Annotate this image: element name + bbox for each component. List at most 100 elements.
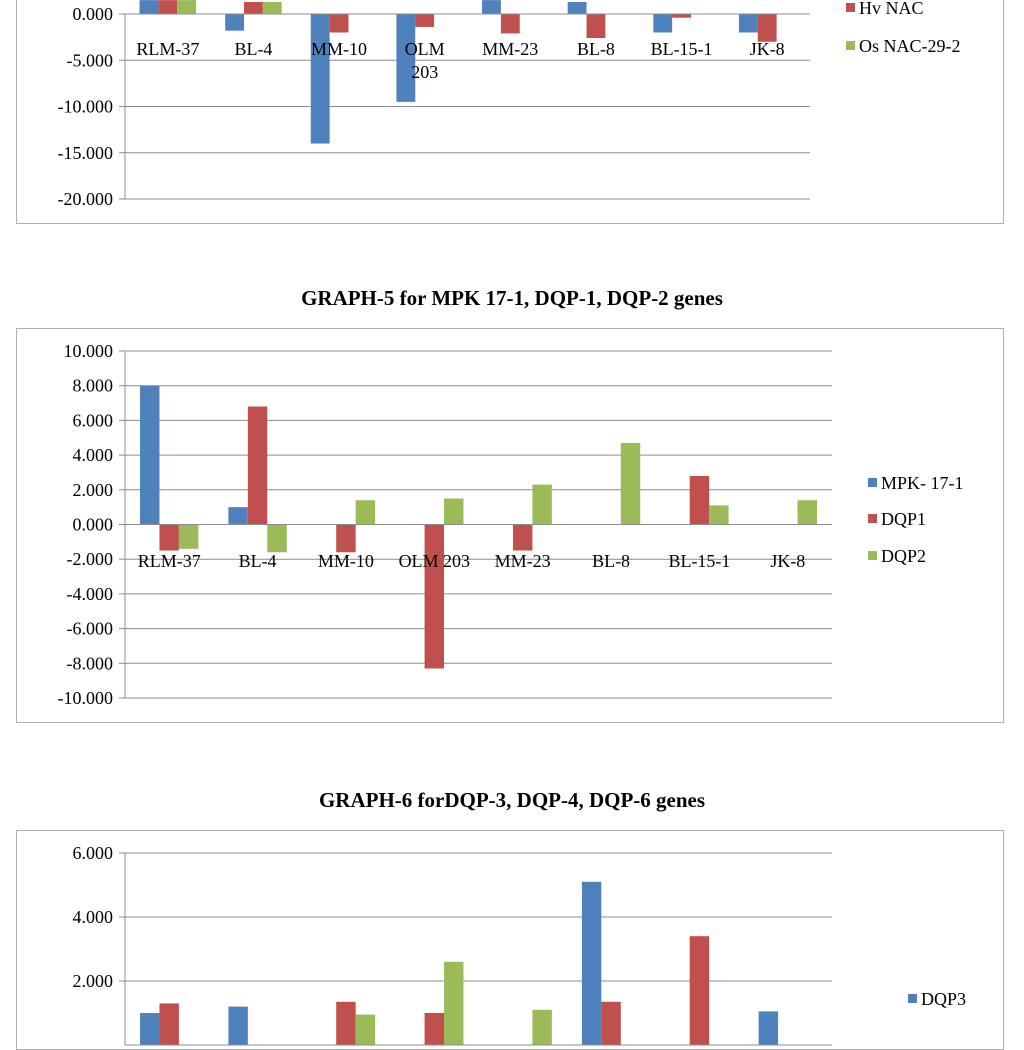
bar	[262, 1, 282, 14]
bar	[567, 1, 587, 14]
legend-label: DQP1	[881, 509, 926, 529]
category-label: RLM-37	[138, 551, 201, 571]
chart-title-3: GRAPH-6 forDQP-3, DQP-4, DQP-6 genes	[318, 788, 706, 812]
bar	[444, 498, 464, 525]
category-label: JK-8	[750, 39, 785, 59]
y-tick-label: -8.000	[67, 653, 114, 673]
bar	[355, 1014, 376, 1045]
bar	[336, 524, 356, 553]
chart-1: 0.000 -5.000 -10.000 -15.000 -20.000 RLM-37 BL…	[58, 0, 961, 209]
legend-swatch	[846, 41, 855, 50]
y-tick-label: -15.000	[58, 143, 114, 163]
bar	[140, 1013, 160, 1045]
legend-label: DQP2	[881, 546, 926, 566]
bar	[225, 14, 245, 31]
category-label-line-2: 203	[411, 62, 438, 82]
bar	[444, 961, 464, 1045]
y-tick-label: 0.000	[73, 515, 114, 535]
bar	[797, 500, 817, 525]
category-label: JK-8	[770, 551, 805, 571]
legend-label: Hv NAC	[859, 0, 924, 18]
bar	[355, 500, 376, 525]
category-label: BL-4	[234, 39, 272, 59]
category-label: OLM	[405, 39, 445, 59]
bar	[709, 505, 729, 525]
bar	[689, 475, 710, 525]
legend-label: MPK- 17-1	[881, 473, 964, 493]
category-label: BL-4	[239, 551, 277, 571]
legend-swatch	[846, 3, 855, 12]
category-label: OLM 203	[399, 551, 471, 571]
bar	[758, 1011, 779, 1045]
bar	[140, 385, 160, 525]
y-tick-label: -10.000	[58, 97, 114, 117]
legend-swatch	[868, 478, 877, 487]
category-label: MM-10	[318, 551, 374, 571]
y-tick-label: 8.000	[73, 376, 114, 396]
bar	[177, 0, 197, 14]
category-label: BL-15-1	[651, 39, 713, 59]
category-label: MM-23	[482, 39, 538, 59]
bar	[532, 1009, 552, 1045]
y-tick-label: -5.000	[67, 50, 114, 70]
category-label: BL-15-1	[668, 551, 730, 571]
bar	[159, 1003, 179, 1045]
y-tick-label: 2.000	[73, 971, 114, 991]
bar	[139, 0, 159, 14]
bar	[738, 14, 758, 33]
y-tick-label: -20.000	[58, 189, 114, 209]
y-tick-label: 0.000	[73, 4, 114, 24]
legend-swatch	[868, 551, 877, 560]
bar	[247, 406, 268, 525]
legend-label: DQP3	[921, 989, 966, 1009]
bar	[512, 524, 533, 551]
category-label: BL-8	[592, 551, 630, 571]
y-tick-label: -4.000	[67, 584, 114, 604]
bar	[159, 524, 179, 551]
legend-swatch	[908, 994, 917, 1003]
bar	[228, 507, 248, 525]
bar	[336, 1001, 356, 1045]
bar	[653, 14, 673, 33]
y-tick-label: 6.000	[73, 843, 114, 863]
y-tick-label: 10.000	[64, 341, 114, 361]
bar	[244, 1, 263, 14]
y-tick-label: -6.000	[67, 619, 114, 639]
bar	[228, 1006, 248, 1045]
bar	[415, 14, 435, 27]
y-tick-label: 2.000	[73, 480, 114, 500]
chart-2: 10.000 8.000 6.000 4.000 2.000 0.000 -2.000 -4.…	[58, 341, 964, 708]
bar	[329, 14, 349, 33]
bar	[672, 14, 691, 18]
bar	[267, 524, 287, 553]
bar	[586, 14, 606, 39]
category-label: MM-10	[311, 39, 367, 59]
bar	[396, 14, 416, 102]
legend-swatch	[868, 514, 877, 523]
y-tick-label: 4.000	[73, 445, 114, 465]
bar	[689, 936, 710, 1045]
bar	[532, 484, 552, 525]
legend-label: Os NAC-29-2	[859, 36, 961, 56]
category-label: BL-8	[577, 39, 615, 59]
bar	[482, 0, 501, 14]
bar	[620, 442, 641, 525]
bar	[310, 14, 330, 144]
bar	[581, 881, 602, 1045]
chart-3: 6.000 4.000 2.000 DQP3	[73, 843, 966, 1046]
category-label: RLM-37	[136, 39, 199, 59]
y-tick-label: 6.000	[73, 410, 114, 430]
y-tick-label: -2.000	[67, 549, 114, 569]
chart-panel-1	[16, 0, 1004, 224]
bar	[601, 1001, 621, 1045]
bar	[424, 524, 445, 669]
bar	[158, 0, 178, 14]
chart-title-2: GRAPH-5 for MPK 17-1, DQP-1, DQP-2 genes	[301, 286, 723, 310]
y-tick-label: 4.000	[73, 907, 114, 927]
bar	[424, 1013, 445, 1045]
bar	[178, 524, 199, 549]
chart-panel-3	[16, 830, 1004, 1050]
bar	[500, 14, 520, 34]
y-tick-label: -10.000	[58, 688, 114, 708]
bar	[757, 14, 777, 42]
